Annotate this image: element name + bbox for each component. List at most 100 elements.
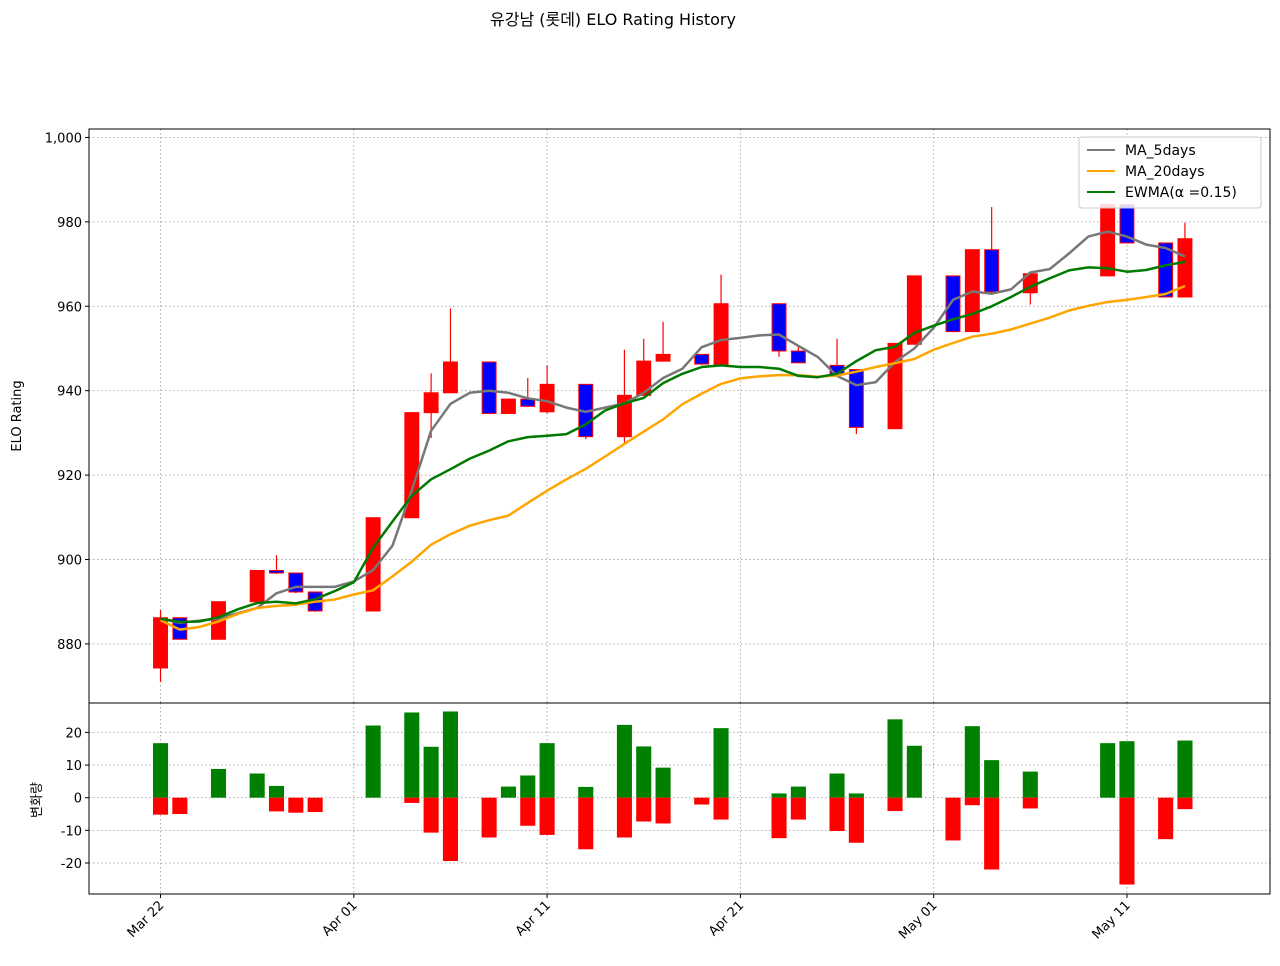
change-bar-group — [964, 726, 980, 806]
change-bar-positive — [771, 793, 787, 798]
price-y-axis-ticks: 880 900 920 940 960 980 1,000 — [45, 131, 89, 653]
change-bar-positive — [984, 760, 1000, 798]
candle-body — [481, 361, 497, 414]
price-y-tick-label: 940 — [57, 385, 82, 400]
series-line-3 — [160, 260, 1186, 624]
price-y-tick-label: 920 — [57, 469, 82, 484]
change-bar-group — [249, 773, 265, 798]
change-y-tick-label: -10 — [61, 824, 82, 839]
change-bar-negative — [268, 797, 285, 812]
candle-body — [790, 350, 806, 364]
change-bar-positive — [500, 786, 516, 798]
change-panel-border — [88, 702, 1271, 895]
change-bar-negative — [539, 797, 555, 835]
candle — [1100, 204, 1116, 277]
change-bar-group — [481, 797, 497, 838]
change-bar-negative — [848, 797, 864, 843]
price-gridlines — [89, 129, 1270, 703]
change-bar-positive — [152, 743, 169, 798]
change-bar-negative — [172, 797, 188, 815]
change-bar-group — [423, 746, 439, 833]
candle — [771, 303, 787, 357]
change-bar-group — [210, 768, 227, 798]
change-gridlines — [89, 703, 1270, 894]
change-bar-positive — [790, 786, 806, 798]
change-y-tick-label: 20 — [65, 726, 82, 741]
x-tick-label: Mar 22 — [125, 898, 168, 941]
change-bar-negative — [578, 797, 594, 850]
change-bar-negative — [713, 797, 729, 820]
candle — [848, 369, 864, 435]
change-y-axis-label: 변화량 — [30, 782, 45, 818]
chart-title: 유강남 (롯데) ELO Rating History — [490, 10, 736, 29]
change-bar-positive — [423, 746, 439, 798]
candle-body — [713, 303, 729, 366]
change-bar-negative — [945, 797, 961, 841]
candle — [481, 361, 497, 414]
change-bar-negative — [1158, 797, 1174, 840]
change-bar-group — [539, 743, 555, 835]
change-bar-group — [655, 767, 671, 824]
candle — [1177, 222, 1193, 298]
candle — [423, 373, 439, 438]
change-bar-positive — [636, 746, 652, 798]
price-panel-background — [89, 129, 1270, 703]
candle-body — [694, 353, 710, 365]
candle-body — [423, 392, 439, 414]
candle-body — [655, 353, 671, 362]
change-bar-group — [616, 724, 632, 838]
change-bar-group — [1158, 797, 1174, 840]
candle-body — [1100, 204, 1116, 277]
change-bar-negative — [152, 797, 169, 815]
series-line-1 — [160, 230, 1186, 625]
change-bar-positive — [829, 773, 845, 798]
price-y-tick-label: 980 — [57, 216, 82, 231]
candle-body — [771, 303, 787, 352]
candle-body — [887, 342, 903, 430]
candle — [984, 207, 1000, 293]
candle — [655, 321, 671, 362]
candle — [249, 569, 265, 603]
change-bar-positive — [1100, 743, 1116, 798]
candle — [887, 342, 903, 430]
candle — [442, 308, 458, 394]
change-bar-group — [152, 743, 169, 815]
change-bar-positive — [210, 768, 227, 798]
change-bar-group — [771, 793, 787, 839]
candle-body — [945, 275, 961, 333]
candle-body — [848, 369, 864, 428]
price-y-tick-label: 900 — [57, 554, 82, 569]
change-bar-positive — [578, 786, 594, 798]
change-bar-positive — [404, 712, 420, 798]
candle-body — [1177, 238, 1193, 298]
change-bar-group — [1100, 743, 1116, 798]
change-bar-negative — [1177, 797, 1193, 810]
change-bar-negative — [1119, 797, 1135, 885]
change-panel: -20 -10 0 10 20 변화량 — [30, 702, 1271, 895]
x-axis-ticks: Mar 22 Apr 01 Apr 11 Apr 21 May 01 May 11 — [125, 894, 1134, 942]
change-bar-group — [713, 728, 729, 820]
change-bar-positive — [539, 743, 555, 798]
moving-average-lines — [159, 230, 1186, 631]
change-bar-negative — [288, 797, 304, 813]
x-tick-label: Apr 21 — [706, 898, 747, 939]
candle — [694, 353, 710, 365]
candle — [288, 572, 304, 594]
series-line-2 — [159, 284, 1186, 631]
change-bar-group — [288, 797, 304, 813]
change-bar-group — [694, 797, 710, 805]
change-bar-positive — [365, 725, 381, 798]
candle-body — [984, 249, 1000, 293]
candle-body — [153, 617, 168, 669]
change-bar-negative — [984, 797, 1000, 870]
candle-body — [539, 383, 555, 413]
change-y-tick-label: 10 — [65, 759, 82, 774]
change-bar-positive — [1119, 741, 1135, 798]
change-y-axis-ticks: -20 -10 0 10 20 — [61, 726, 89, 872]
change-bar-negative — [307, 797, 323, 813]
change-bar-positive — [887, 719, 903, 798]
change-bar-positive — [906, 745, 922, 798]
candle — [500, 398, 516, 414]
change-bar-negative — [616, 797, 632, 838]
